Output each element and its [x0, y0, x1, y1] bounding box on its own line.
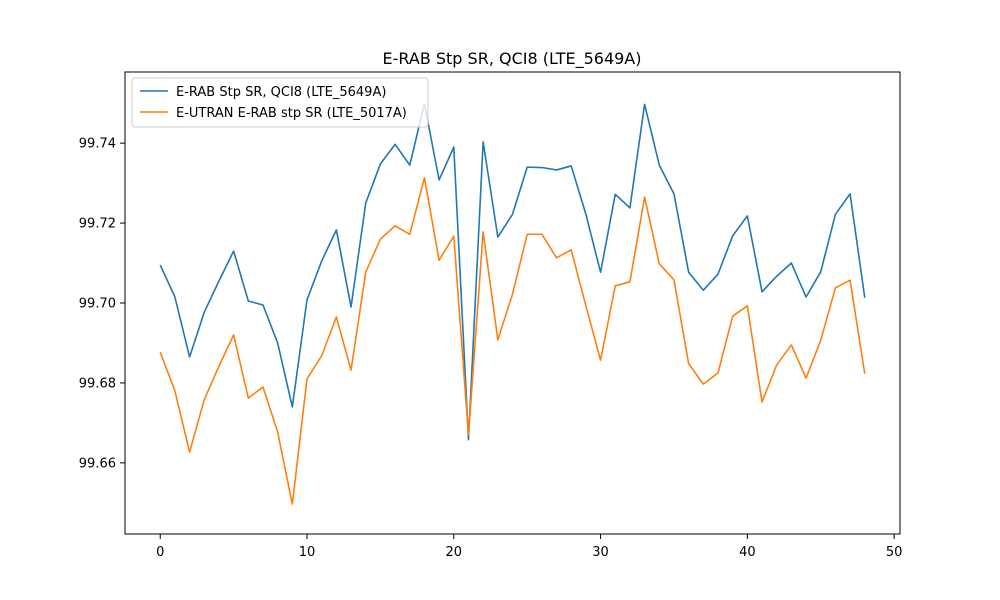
y-axis: 99.66 99.68 99.70 99.72 99.74 [79, 137, 125, 471]
y-tick-label: 99.74 [79, 137, 116, 152]
series-line-2 [159, 177, 866, 505]
plot-area [125, 72, 900, 534]
x-axis: 0 10 20 30 40 50 [156, 534, 902, 560]
y-tick-label: 99.66 [79, 456, 116, 471]
x-tick-label: 40 [739, 545, 756, 560]
chart-title: E-RAB Stp SR, QCI8 (LTE_5649A) [383, 49, 642, 69]
x-tick-label: 50 [886, 545, 903, 560]
series-layer [159, 103, 866, 505]
legend-label-series-1: E-RAB Stp SR, QCI8 (LTE_5649A) [176, 85, 386, 100]
y-tick-label: 99.70 [79, 297, 116, 312]
legend-label-series-2: E-UTRAN E-RAB stp SR (LTE_5017A) [176, 106, 407, 121]
x-tick-label: 0 [156, 545, 164, 560]
legend-box [131, 77, 429, 128]
y-tick-label: 99.68 [79, 376, 116, 391]
series-line-1 [159, 103, 866, 441]
y-tick-label: 99.72 [79, 217, 116, 232]
legend: E-RAB Stp SR, QCI8 (LTE_5649A) E-UTRAN E… [131, 77, 429, 128]
x-tick-label: 30 [592, 545, 609, 560]
x-tick-label: 20 [446, 545, 463, 560]
x-tick-label: 10 [299, 545, 316, 560]
plot-frame [124, 71, 901, 535]
